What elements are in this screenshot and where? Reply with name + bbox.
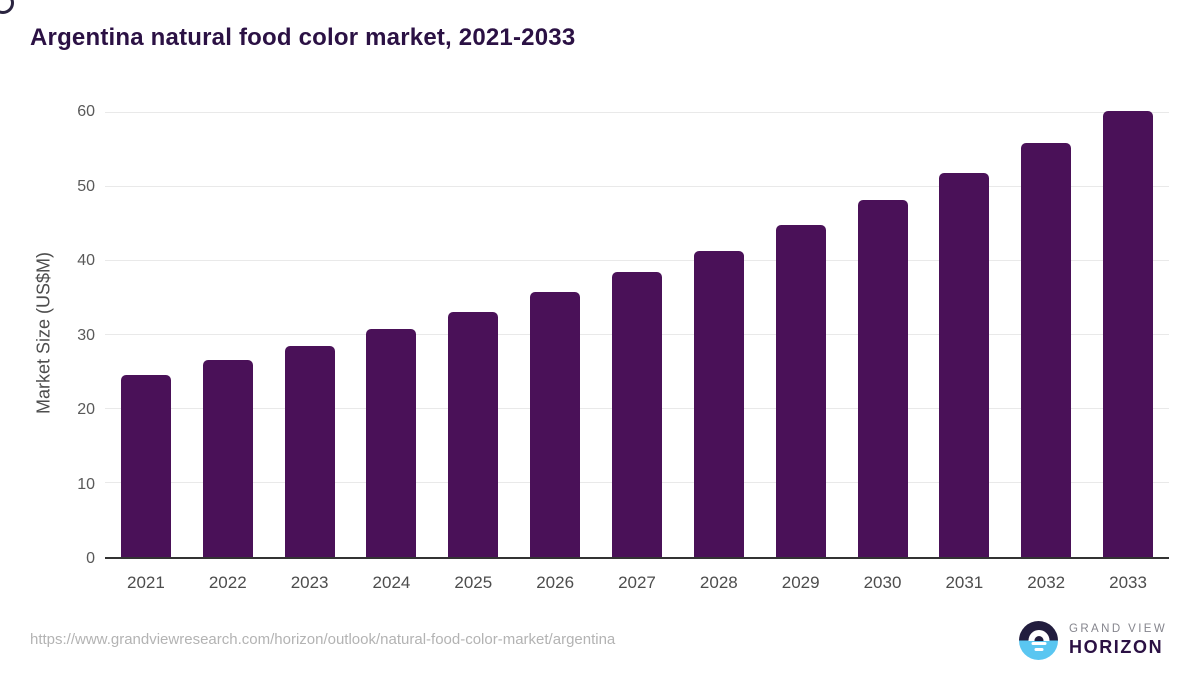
sun-reflection-stripe-2 (1034, 647, 1043, 651)
sun-reflection-stripe-1 (1031, 642, 1046, 645)
bar-2025[interactable] (448, 311, 499, 557)
bar-slot-2032 (1005, 112, 1087, 557)
x-tick-label-2021: 2021 (127, 573, 165, 592)
x-axis-ticks: 2021 2022 2023 2024 2025 2026 2027 2028 2029 2030… (105, 573, 1169, 593)
bar-slot-2023 (269, 112, 351, 557)
bar-2033[interactable] (1103, 111, 1154, 557)
x-tick-label-2023: 2023 (290, 573, 329, 592)
x-tick-label-2027: 2027 (618, 573, 656, 592)
bar-slot-2027 (596, 112, 678, 557)
bar-2022[interactable] (202, 360, 253, 557)
logo-text: GRAND VIEW HORIZON (1069, 623, 1167, 658)
bar-2027[interactable] (611, 272, 662, 557)
window-corner-artifact (0, 0, 14, 14)
x-tick-label-2022: 2022 (208, 573, 247, 592)
logo-top-text: GRAND VIEW (1069, 623, 1168, 635)
chart-title: Argentina natural food color market, 202… (30, 24, 576, 51)
bar-2026[interactable] (530, 292, 581, 557)
bar-slot-2028 (678, 112, 760, 557)
x-tick-label-2029: 2029 (781, 573, 820, 592)
x-tick-label-2032: 2032 (1027, 573, 1066, 592)
grand-view-horizon-logo[interactable]: GRAND VIEW HORIZON (1019, 621, 1167, 660)
x-tick-label-2030: 2030 (863, 573, 902, 592)
bar-2029[interactable] (775, 225, 826, 557)
bar-2023[interactable] (284, 345, 335, 557)
y-tick-label-0: 0 (86, 550, 95, 567)
y-tick-label-20: 20 (77, 401, 95, 419)
bar-2024[interactable] (366, 328, 417, 557)
bar-2031[interactable] (939, 172, 990, 557)
sunrise-circle-icon (1019, 621, 1058, 660)
bar-slot-2025 (432, 112, 514, 557)
gridline-50 (105, 185, 1169, 187)
gridline-60 (105, 111, 1169, 113)
x-tick-label-2024: 2024 (372, 573, 411, 592)
y-axis-ticks: 0 10 20 30 40 50 60 (0, 104, 95, 567)
y-tick-label-40: 40 (77, 252, 95, 270)
bar-slot-2022 (187, 112, 269, 557)
bar-slot-2024 (351, 112, 433, 557)
y-tick-label-30: 30 (77, 326, 95, 344)
x-tick-label-2025: 2025 (454, 573, 493, 592)
bar-slot-2031 (923, 112, 1005, 557)
x-tick-label-2026: 2026 (536, 573, 575, 592)
plot-area (105, 111, 1169, 559)
bar-2030[interactable] (857, 200, 908, 557)
bar-series (105, 111, 1169, 557)
x-tick-label-2031: 2031 (945, 573, 984, 592)
bar-2028[interactable] (693, 250, 744, 557)
bar-slot-2026 (514, 112, 596, 557)
y-tick-label-60: 60 (77, 103, 95, 120)
y-tick-label-10: 10 (77, 475, 95, 493)
sun-dome-hole (1034, 636, 1043, 641)
gridline-40 (105, 259, 1169, 261)
x-tick-label-2033: 2033 (1109, 573, 1147, 592)
logo-bottom-text: HORIZON (1069, 637, 1164, 657)
x-tick-label-2028: 2028 (699, 573, 738, 592)
bar-2032[interactable] (1021, 143, 1072, 557)
bar-slot-2033 (1087, 111, 1169, 557)
bar-slot-2029 (760, 112, 842, 557)
source-url[interactable]: https://www.grandviewresearch.com/horizo… (30, 631, 616, 648)
bar-2021[interactable] (120, 374, 171, 557)
sun-dome-shape (1028, 630, 1049, 641)
y-tick-label-50: 50 (77, 177, 95, 195)
bar-slot-2021 (105, 112, 187, 557)
bar-slot-2030 (842, 112, 924, 557)
